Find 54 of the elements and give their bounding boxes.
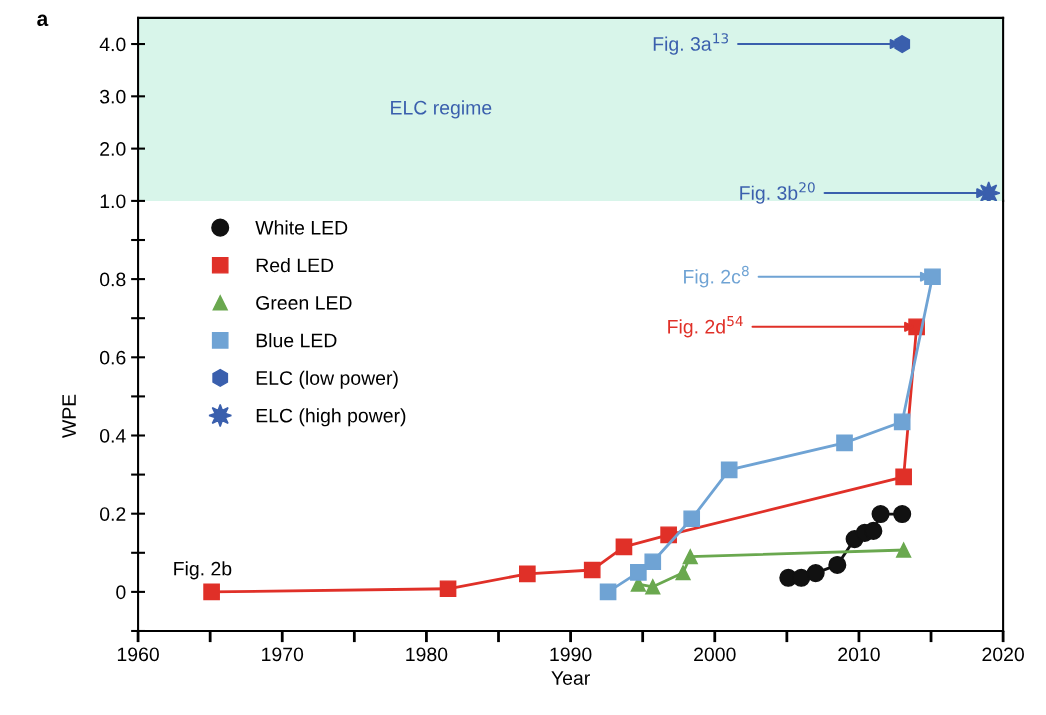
x-tick-label: 1990 [550, 647, 592, 662]
point [630, 564, 647, 581]
legend-label: ELC (low power) [256, 370, 398, 389]
point [895, 542, 912, 558]
y-tick-label: 4.0 [99, 37, 126, 52]
point [806, 564, 825, 583]
y-axis-title: WPE [62, 394, 76, 439]
y-tick-label: 1.0 [100, 194, 126, 209]
point [683, 510, 701, 528]
y-tick-label: 2.0 [100, 142, 126, 156]
x-tick-label: 1960 [117, 647, 159, 662]
legend-label: Red LED [256, 257, 334, 273]
point [924, 268, 941, 286]
point [583, 561, 601, 579]
x-tick-label: 1980 [406, 647, 448, 662]
point [644, 553, 662, 571]
point [792, 568, 811, 587]
point [439, 580, 457, 598]
annotation: Fig. 3b$^{20}$ [740, 182, 815, 204]
point [720, 461, 738, 479]
annotation: Fig. 2c$^{8}$ [684, 265, 749, 288]
annotation: Fig. 2d$^{54}$ [668, 316, 743, 338]
y-tick-label: 3.0 [99, 89, 126, 104]
point [836, 434, 853, 452]
point [645, 579, 661, 595]
y-tick-label: 0 [116, 585, 126, 600]
annotation: Fig. 3a$^{13}$ [653, 33, 729, 55]
point [599, 583, 617, 601]
x-tick-label: 1970 [262, 647, 304, 662]
legend-label: White LED [255, 220, 348, 235]
legend-label: ELC (high power) [256, 408, 406, 427]
band-label: ELC regime [391, 100, 492, 119]
point [895, 468, 912, 486]
point [675, 565, 691, 581]
y-tick-label: 0.6 [100, 350, 126, 365]
point [203, 583, 220, 601]
x-tick-label: 2010 [838, 647, 880, 662]
x-tick-label: 2020 [982, 647, 1024, 662]
legend-label: Green LED [256, 296, 352, 310]
y-tick-label: 0.8 [100, 272, 126, 287]
x-tick-label: 2000 [694, 647, 736, 662]
annotation: Fig. 2b [174, 561, 232, 580]
y-tick-label: 0.4 [100, 428, 126, 443]
point [893, 413, 911, 431]
point [519, 565, 536, 583]
point [828, 555, 847, 574]
x-axis-title: Year [551, 671, 590, 685]
point [615, 538, 633, 556]
point [871, 505, 890, 524]
y-tick-label: 0.2 [100, 507, 126, 521]
point [893, 505, 912, 524]
point [682, 549, 698, 565]
legend-label: Blue LED [256, 333, 337, 348]
text: a [37, 14, 49, 27]
